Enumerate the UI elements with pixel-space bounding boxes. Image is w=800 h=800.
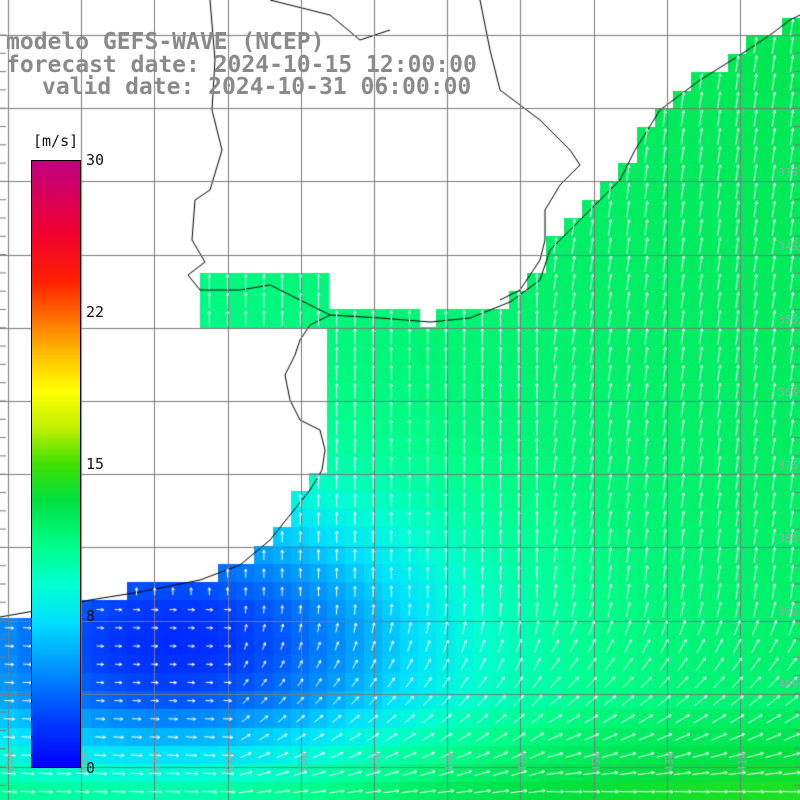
colorbar-tick-8: 8 [86, 607, 96, 625]
lat-label: 38S [778, 532, 798, 545]
colorbar [31, 160, 81, 768]
colorbar-tick-22: 22 [86, 303, 105, 321]
colorbar-tick-30: 30 [86, 151, 105, 169]
lat-label: 33S [778, 166, 798, 179]
model-title: modelo GEFS-WAVE (NCEP) [6, 29, 325, 55]
forecast-date: forecast date: 2024-10-15 12:00:00 [6, 52, 477, 78]
lat-label: 35S [778, 313, 798, 326]
lat-label: 34S [778, 240, 798, 253]
lat-label: 36S [778, 386, 798, 399]
lat-label: 40S [778, 678, 798, 691]
colorbar-unit: [m/s] [33, 132, 79, 150]
lat-label: 37S [778, 459, 798, 472]
lat-label: 39S [778, 605, 798, 618]
valid-date: valid date: 2024-10-31 06:00:00 [42, 74, 472, 100]
colorbar-tick-0: 0 [86, 759, 96, 777]
colorbar-tick-15: 15 [86, 455, 105, 473]
